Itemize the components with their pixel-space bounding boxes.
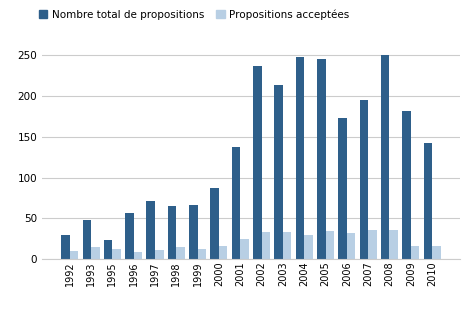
Bar [381, 54, 389, 259]
Bar [91, 247, 99, 259]
Bar [325, 231, 334, 259]
Bar [197, 249, 206, 259]
Bar [304, 234, 313, 259]
Bar [189, 205, 197, 259]
Bar [240, 239, 249, 259]
Bar [113, 249, 121, 259]
Bar [317, 59, 325, 259]
Bar [253, 66, 262, 259]
Bar [424, 142, 432, 259]
Bar [347, 233, 356, 259]
Bar [402, 111, 411, 259]
Bar [262, 232, 270, 259]
Legend: Nombre total de propositions, Propositions acceptées: Nombre total de propositions, Propositio… [39, 10, 349, 20]
Bar [432, 246, 441, 259]
Bar [232, 147, 240, 259]
Bar [283, 232, 291, 259]
Bar [70, 251, 78, 259]
Bar [176, 247, 185, 259]
Bar [61, 234, 70, 259]
Bar [211, 188, 219, 259]
Bar [295, 57, 304, 259]
Bar [368, 230, 377, 259]
Bar [125, 212, 134, 259]
Bar [274, 85, 283, 259]
Bar [83, 220, 91, 259]
Bar [134, 252, 142, 259]
Bar [104, 240, 113, 259]
Bar [155, 250, 164, 259]
Bar [360, 100, 368, 259]
Bar [168, 206, 176, 259]
Bar [146, 201, 155, 259]
Bar [219, 246, 227, 259]
Bar [411, 246, 419, 259]
Bar [389, 230, 398, 259]
Bar [338, 118, 347, 259]
